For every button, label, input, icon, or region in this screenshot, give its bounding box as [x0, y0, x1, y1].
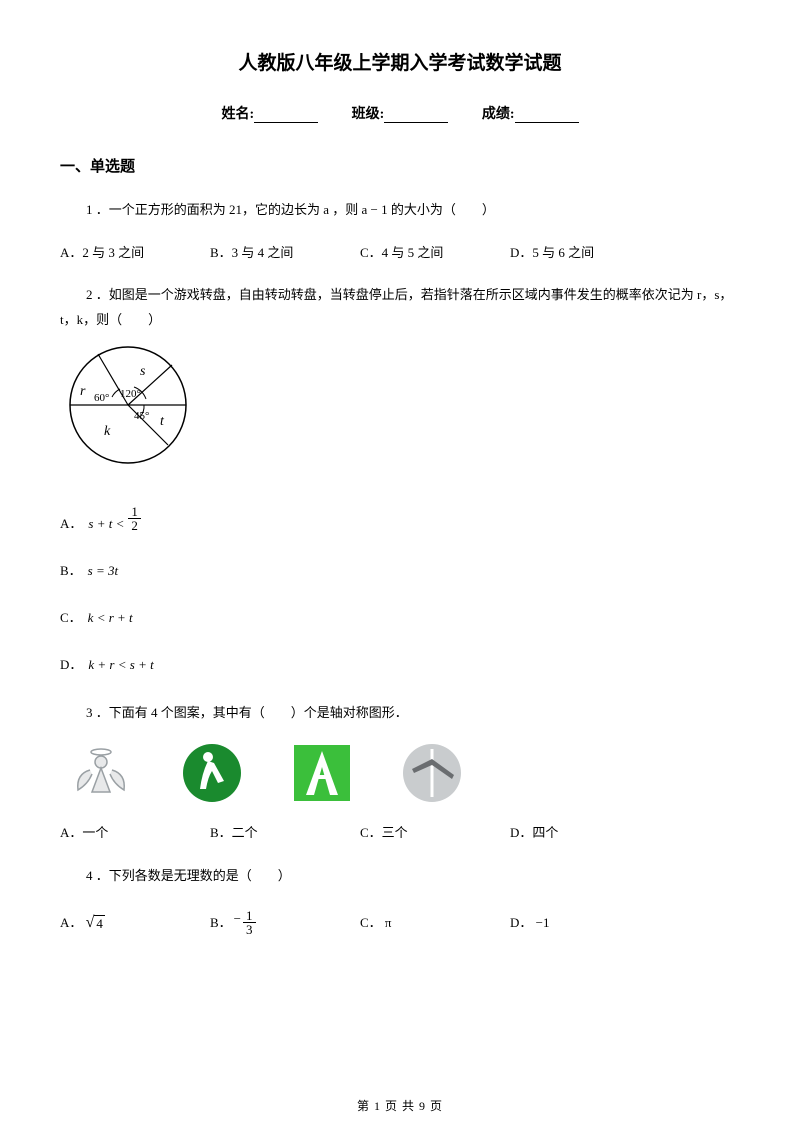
wheel-svg: s r k t 60° 120° 45° — [60, 337, 200, 477]
name-blank[interactable] — [254, 109, 318, 123]
gray-circle-icon — [402, 743, 462, 803]
q1-opt-a[interactable]: A．2 与 3 之间 — [60, 241, 210, 266]
score-label: 成绩: — [482, 107, 515, 122]
q4-b-label: B． — [210, 911, 232, 936]
q1-text: 1 ．一个正方形的面积为 21，它的边长为 a ，则 a − 1 的大小为（ ） — [60, 198, 740, 223]
class-label: 班级: — [352, 107, 385, 122]
wheel-120: 120° — [120, 388, 141, 400]
name-label: 姓名: — [221, 107, 254, 122]
wheel-r: r — [80, 384, 86, 399]
q1-opt-d[interactable]: D．5 与 6 之间 — [510, 241, 660, 266]
q2-opt-c[interactable]: C． k < r + t — [60, 607, 740, 626]
wheel-k: k — [104, 424, 111, 439]
q4-opt-a[interactable]: A． √4 — [60, 911, 210, 936]
q3-opt-a[interactable]: A．一个 — [60, 821, 210, 846]
class-blank[interactable] — [384, 109, 448, 123]
q4-opt-d[interactable]: D． −1 — [510, 911, 660, 936]
q4-d-label: D． — [510, 915, 532, 930]
q2-a-num: 1 — [128, 505, 141, 519]
q2-b-expr: s = 3t — [88, 563, 118, 579]
q4-c-val: π — [385, 915, 392, 930]
q2-opt-a[interactable]: A． s + t < 1 2 — [60, 505, 740, 532]
q2-opt-b[interactable]: B． s = 3t — [60, 560, 740, 579]
q2-a-left: s + t < — [88, 516, 124, 532]
sqrt-icon: √4 — [86, 915, 105, 932]
q1-opt-b[interactable]: B．3 与 4 之间 — [210, 241, 360, 266]
q2-b-label: B． — [60, 560, 82, 579]
q4-b-num: 1 — [243, 909, 256, 923]
q2-a-den: 2 — [128, 519, 141, 532]
green-square-icon — [294, 745, 350, 801]
q2-a-label: A． — [60, 513, 82, 532]
q4-c-label: C． — [360, 915, 382, 930]
q2-text: 2 ．如图是一个游戏转盘，自由转动转盘，当转盘停止后，若指针落在所示区域内事件发… — [60, 283, 740, 332]
info-row: 姓名: 班级: 成绩: — [60, 103, 740, 123]
q3-opt-d[interactable]: D．四个 — [510, 821, 660, 846]
q4-options: A． √4 B． − 1 3 C． π D． −1 — [60, 907, 740, 936]
page-title: 人教版八年级上学期入学考试数学试题 — [60, 48, 740, 75]
score-blank[interactable] — [515, 109, 579, 123]
q2-opt-d[interactable]: D． k + r < s + t — [60, 654, 740, 673]
q3-text: 3 ．下面有 4 个图案，其中有（ ）个是轴对称图形． — [60, 701, 740, 726]
q4-b-den: 3 — [243, 923, 256, 936]
q1-opt-c[interactable]: C．4 与 5 之间 — [360, 241, 510, 266]
q4-b-frac: 1 3 — [243, 909, 256, 936]
wheel-s: s — [140, 364, 146, 379]
q4-b-neg: − — [234, 907, 241, 932]
q2-c-expr: k < r + t — [88, 610, 133, 626]
q4-a-label: A． — [60, 915, 82, 930]
q2-a-frac: 1 2 — [128, 505, 141, 532]
q3-opt-c[interactable]: C．三个 — [360, 821, 510, 846]
q3-opt-b[interactable]: B．二个 — [210, 821, 360, 846]
q2-d-label: D． — [60, 654, 82, 673]
q2-wheel: s r k t 60° 120° 45° — [60, 337, 740, 481]
q2-c-label: C． — [60, 607, 82, 626]
q4-a-arg: 4 — [94, 915, 105, 932]
q4-text: 4 ．下列各数是无理数的是（ ） — [60, 864, 740, 889]
q4-opt-b[interactable]: B． − 1 3 — [210, 907, 360, 936]
wheel-60: 60° — [94, 392, 109, 404]
q1-options: A．2 与 3 之间 B．3 与 4 之间 C．4 与 5 之间 D．5 与 6… — [60, 241, 740, 266]
q3-icons — [72, 743, 740, 803]
q4-d-val: −1 — [536, 915, 550, 930]
q4-opt-c[interactable]: C． π — [360, 911, 510, 936]
angel-icon — [72, 744, 130, 802]
page-footer: 第 1 页 共 9 页 — [0, 1097, 800, 1114]
wheel-45: 45° — [134, 410, 149, 422]
section-heading: 一、单选题 — [60, 155, 740, 176]
q2-d-expr: k + r < s + t — [88, 657, 153, 673]
q3-options: A．一个 B．二个 C．三个 D．四个 — [60, 821, 740, 846]
green-circle-icon — [182, 743, 242, 803]
